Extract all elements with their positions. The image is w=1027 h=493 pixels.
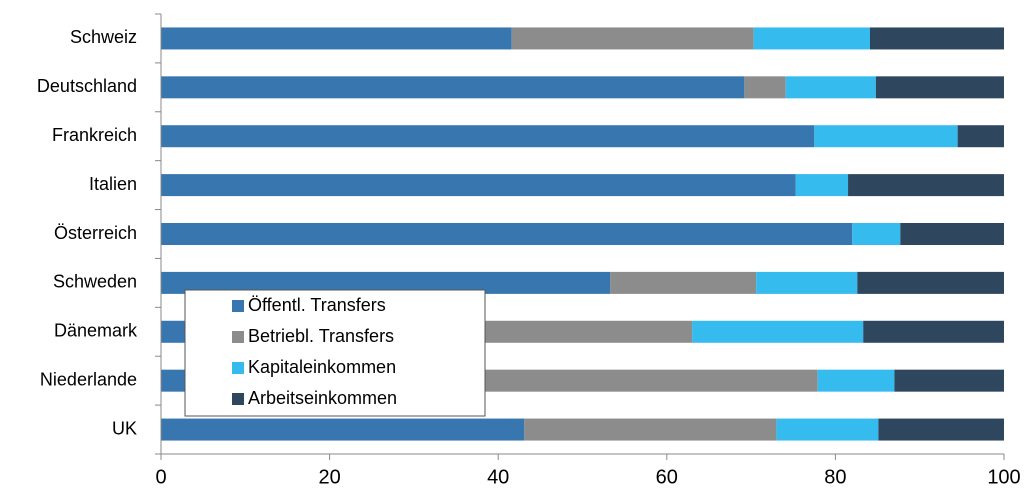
y-tick-label: Dänemark — [54, 321, 138, 341]
y-tick-label: Frankreich — [52, 125, 137, 145]
bar-segment — [161, 174, 796, 197]
bar-segment — [610, 271, 757, 294]
x-tick-label: 100 — [987, 466, 1020, 488]
bar-segment — [900, 223, 1004, 245]
x-tick-label: 20 — [318, 466, 340, 488]
y-tick-label: Schweiz — [70, 27, 137, 47]
bar-segment — [785, 76, 876, 99]
bar-segment — [161, 223, 853, 245]
bar-segment — [483, 320, 693, 343]
x-tick-label: 40 — [487, 466, 509, 488]
legend-label: Kapitaleinkommen — [248, 357, 396, 377]
bar-segment — [472, 369, 818, 392]
bar-segment — [161, 27, 512, 50]
bar-segment — [795, 174, 849, 197]
legend-swatch — [232, 300, 244, 312]
legend-label: Betriebl. Transfers — [248, 326, 394, 346]
legend-swatch — [232, 393, 244, 405]
bar-segment — [878, 418, 1004, 441]
bar-segment — [857, 271, 1004, 294]
bar-segment — [161, 76, 745, 99]
bar-segment — [894, 369, 1004, 392]
x-tick-label: 60 — [656, 466, 678, 488]
bar-segment — [776, 418, 879, 441]
bar-segment — [863, 320, 1004, 343]
y-tick-label: Italien — [89, 174, 137, 194]
y-tick-label: Österreich — [54, 223, 137, 243]
bar-segment — [817, 369, 895, 392]
legend-label: Öffentl. Transfers — [248, 295, 386, 315]
bar-segment — [744, 76, 786, 99]
bar-segment — [869, 27, 1004, 50]
bar-segment — [161, 418, 525, 441]
x-tick-label: 0 — [155, 466, 166, 488]
y-tick-label: Niederlande — [40, 369, 137, 389]
bar-segment — [756, 271, 858, 294]
bar-segment — [161, 125, 815, 148]
bar-segment — [753, 27, 870, 50]
bar-segment — [511, 27, 754, 50]
bar-segment — [814, 125, 958, 148]
legend-swatch — [232, 362, 244, 374]
legend: Öffentl. Transfers Betriebl. Transfers Kap… — [184, 289, 486, 417]
bar-segment — [957, 125, 1004, 148]
y-tick-label: Deutschland — [37, 76, 137, 96]
y-tick-label: Schweden — [53, 272, 137, 292]
bar-segment — [852, 223, 901, 245]
y-tick-label: UK — [112, 418, 137, 438]
bar-segment — [161, 271, 611, 294]
legend-label: Arbeitseinkommen — [248, 388, 397, 408]
bar-segment — [692, 320, 864, 343]
legend-swatch — [232, 331, 244, 343]
bar-segment — [848, 174, 1004, 197]
x-tick-label: 80 — [824, 466, 846, 488]
bar-segment — [524, 418, 777, 441]
bar-segment — [875, 76, 1004, 99]
